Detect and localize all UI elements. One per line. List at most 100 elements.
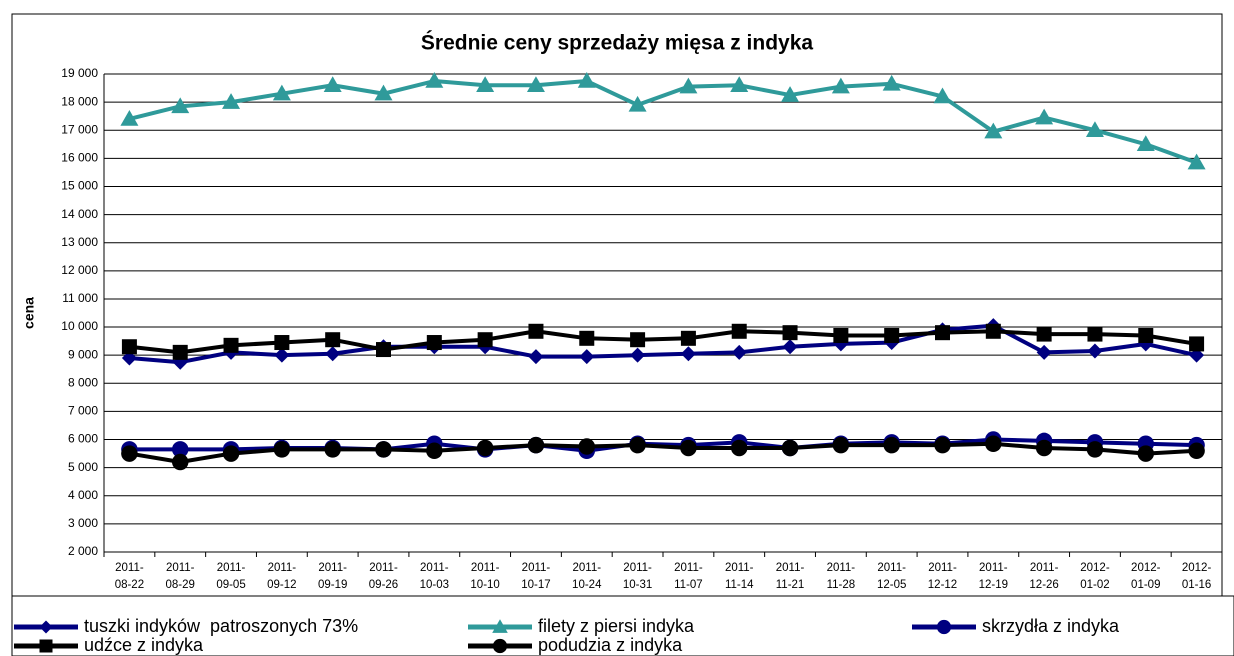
marker	[1087, 326, 1103, 342]
x-tick-label: 2011-09-12	[267, 562, 297, 591]
marker	[680, 330, 696, 346]
x-tick-label: 2012-01-02	[1080, 562, 1110, 591]
marker	[272, 84, 291, 101]
marker	[781, 439, 799, 457]
legend-marker	[39, 620, 53, 634]
marker	[274, 335, 290, 351]
y-tick-label: 8 000	[68, 375, 98, 389]
marker	[1035, 108, 1054, 125]
legend-label: podudzia z indyka	[538, 635, 683, 655]
marker	[679, 77, 698, 94]
marker	[730, 439, 748, 457]
x-tick-label: 2011-09-19	[317, 562, 348, 591]
chart-border	[11, 13, 1223, 597]
marker	[630, 347, 646, 363]
marker	[680, 346, 696, 362]
y-tick-label: 10 000	[61, 319, 98, 333]
marker	[477, 332, 493, 348]
y-tick-label: 16 000	[61, 151, 98, 165]
marker	[883, 436, 900, 454]
x-tick-label: 2011-11-21	[775, 562, 805, 591]
marker	[1138, 327, 1154, 343]
marker	[528, 323, 544, 339]
x-tick-label: 2012-01-16	[1181, 562, 1212, 591]
marker	[476, 76, 495, 92]
marker	[1035, 439, 1053, 457]
marker	[934, 436, 951, 454]
y-tick-label: 4 000	[68, 488, 98, 502]
series-line	[129, 441, 1197, 465]
marker	[171, 453, 189, 471]
marker	[731, 344, 747, 360]
y-tick-label: 17 000	[61, 122, 98, 136]
series-line	[128, 79, 1198, 165]
series-line	[129, 323, 1198, 365]
marker	[782, 325, 798, 341]
marker	[579, 330, 595, 346]
marker	[731, 323, 747, 339]
marker	[374, 84, 393, 101]
marker	[324, 441, 341, 458]
marker	[1036, 326, 1052, 342]
x-tick-label: 2011-12-12	[927, 562, 958, 591]
marker	[730, 76, 749, 92]
marker	[628, 95, 647, 112]
y-tick-label: 19 000	[61, 66, 98, 80]
legend-label: tuszki indyków patroszonych 73%	[84, 616, 358, 636]
y-tick-label: 18 000	[61, 94, 98, 108]
marker	[528, 349, 544, 365]
marker	[171, 441, 189, 458]
legend-marker	[936, 619, 952, 635]
marker	[527, 436, 545, 454]
marker	[121, 339, 137, 355]
legend-label: udźce z indyka	[84, 635, 204, 655]
marker	[1136, 135, 1155, 152]
x-tick-label: 2011-11-07	[674, 562, 703, 591]
y-tick-label: 5 000	[68, 460, 98, 474]
marker	[426, 442, 443, 460]
marker	[884, 327, 900, 343]
y-tick-label: 2 000	[68, 544, 98, 558]
marker	[577, 72, 596, 88]
marker	[274, 347, 290, 363]
marker	[222, 445, 240, 462]
marker	[985, 435, 1002, 452]
marker	[933, 87, 952, 104]
x-tick-label: 2011-10-24	[572, 562, 602, 591]
marker	[833, 327, 849, 343]
marker	[1087, 343, 1103, 359]
marker	[1188, 442, 1205, 460]
y-axis-label: cena	[21, 297, 37, 329]
marker	[630, 332, 646, 348]
x-tick-label: 2011-10-10	[470, 562, 500, 591]
legend-marker	[492, 638, 508, 654]
marker	[579, 349, 595, 365]
marker	[376, 342, 391, 358]
marker	[985, 323, 1001, 339]
x-tick-label: 2011-11-28	[826, 562, 856, 591]
marker	[323, 76, 342, 92]
y-tick-label: 6 000	[68, 432, 98, 446]
y-tick-label: 14 000	[61, 207, 98, 221]
x-tick-label: 2011-10-03	[419, 562, 450, 591]
marker	[375, 441, 392, 458]
marker	[223, 337, 239, 353]
marker	[171, 97, 190, 114]
marker	[1086, 441, 1104, 458]
y-tick-label: 15 000	[61, 179, 98, 193]
marker	[273, 441, 291, 458]
x-tick-label: 2011-10-31	[622, 562, 653, 591]
x-tick-label: 2011-11-14	[724, 562, 754, 591]
chart-title: Średnie ceny sprzedaży mięsa z indyka	[421, 31, 814, 55]
marker	[781, 86, 800, 102]
marker	[325, 332, 341, 348]
marker	[526, 76, 545, 92]
marker	[120, 109, 139, 126]
legend-label: skrzydła z indyka	[982, 616, 1120, 636]
marker	[882, 74, 901, 91]
legend-label: filety z piersi indyka	[538, 616, 695, 636]
marker	[1189, 336, 1205, 352]
marker	[172, 344, 188, 360]
